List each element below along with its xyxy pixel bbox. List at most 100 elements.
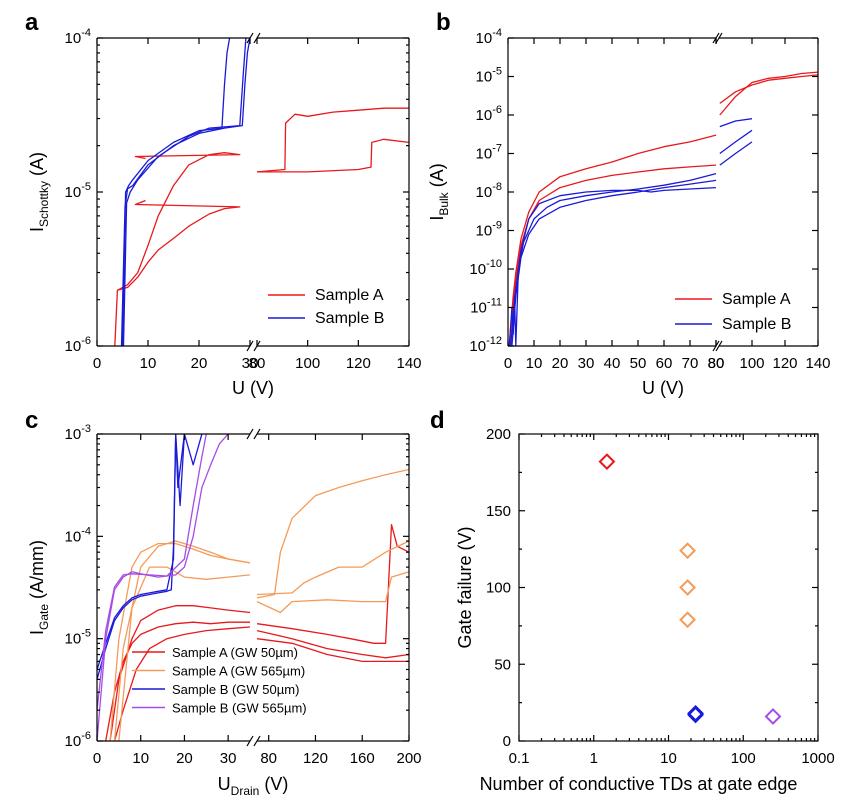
x-tick-label-a: 140 [396, 355, 421, 372]
break-mark-bottom-c-1 [253, 735, 261, 747]
y-tick-label-a: 10-6 [65, 335, 91, 355]
x-axis-label-a: U (V) [232, 378, 274, 398]
series-line-b-1-1 [719, 71, 818, 116]
x-tick-label-c: 160 [350, 750, 375, 767]
x-tick-label-c: 30 [220, 750, 237, 767]
scatter-point-d-3 [679, 611, 696, 629]
y-tick-label-b: 10-4 [476, 27, 502, 47]
y-tick-label-d: 50 [494, 656, 511, 673]
svg-text:10-6: 10-6 [476, 104, 502, 124]
series-line-b-0-0 [508, 134, 717, 346]
y-tick-label-d: 150 [486, 503, 511, 520]
x-tick-label-d: 0.1 [509, 750, 530, 767]
x-tick-label-a: 10 [140, 355, 157, 372]
series-line-c-9-0 [97, 434, 207, 711]
series-line-c-0-1 [256, 524, 409, 644]
series-line-b-4-1 [719, 141, 753, 166]
svg-text:10-3: 10-3 [65, 423, 91, 443]
plot-area-a [114, 38, 409, 346]
legend-entry-b: Sample B [722, 316, 791, 333]
svg-text:10-6: 10-6 [65, 730, 91, 750]
axes-a [96, 32, 410, 352]
y-tick-label-d: 100 [486, 580, 511, 597]
series-line-c-6-0 [97, 434, 203, 680]
axes-b [507, 32, 819, 352]
x-tick-label-a: 120 [346, 355, 371, 372]
y-tick-label-c: 10-6 [65, 730, 91, 750]
x-tick-label-c: 200 [396, 750, 421, 767]
panel-label-a: a [25, 9, 39, 36]
x-axis-label-c: UDrain (V) [218, 774, 289, 798]
svg-text:10-10: 10-10 [469, 258, 502, 278]
y-axis-label-b: IBulk (A) [427, 163, 451, 220]
x-tick-label-a: 20 [191, 355, 208, 372]
x-tick-label-b: 20 [552, 355, 569, 372]
series-line-b-0-1 [719, 74, 818, 104]
scatter-point-d-1 [679, 542, 696, 560]
y-tick-label-b: 10-7 [476, 143, 502, 163]
panel-label-b: b [436, 9, 451, 36]
series-line-c-4-0 [113, 540, 251, 741]
y-tick-label-c: 10-4 [65, 525, 91, 545]
legend-a: Sample A Sample B [268, 287, 384, 327]
legend-c: Sample A (GW 50µm) Sample A (GW 565µm) Sam… [132, 645, 307, 716]
y-axis-label-d: Gate failure (V) [455, 526, 475, 648]
svg-text:10-6: 10-6 [65, 335, 91, 355]
svg-text:10-7: 10-7 [476, 143, 502, 163]
y-tick-label-b: 10-6 [476, 104, 502, 124]
series-line-c-2-1 [256, 638, 409, 663]
series-line-c-4-1 [256, 540, 409, 596]
axes-d [518, 433, 819, 742]
scatter-point-d-4 [687, 704, 704, 722]
series-line-b-3-1 [719, 129, 753, 155]
break-mark-top-c-0 [246, 428, 254, 440]
x-tick-label-b: 60 [656, 355, 673, 372]
series-line-c-7-0 [97, 434, 186, 670]
x-tick-label-c: 0 [93, 750, 101, 767]
scatter-point-d-2 [679, 579, 696, 596]
legend-entry-c: Sample B (GW 50µm) [172, 682, 299, 697]
axes-c [96, 428, 410, 747]
x-axis-label-b: U (V) [642, 378, 684, 398]
legend-entry-a: Sample B [315, 310, 384, 327]
x-tick-label-d: 1000 [801, 750, 834, 767]
svg-text:10-8: 10-8 [476, 181, 502, 201]
break-mark-bottom-b-1 [715, 340, 723, 352]
series-line-c-2-0 [113, 626, 251, 741]
series-line-a-0-1 [256, 107, 409, 173]
x-tick-label-c: 80 [260, 750, 277, 767]
x-tick-label-d: 100 [731, 750, 756, 767]
scatter-point-d-5 [687, 706, 704, 724]
series-line-a-4-0 [122, 38, 247, 346]
y-tick-label-b: 10-5 [476, 66, 502, 86]
series-line-c-1-0 [109, 605, 251, 741]
y-tick-label-b: 10-11 [470, 297, 502, 317]
y-tick-label-d: 0 [503, 733, 511, 750]
legend-entry-c: Sample A (GW 565µm) [172, 664, 305, 679]
legend-entry-b: Sample A [722, 291, 791, 308]
x-tick-label-b: 80 [708, 355, 725, 372]
series-line-a-3-0 [121, 38, 231, 346]
x-tick-label-b: 50 [630, 355, 647, 372]
svg-text:10-5: 10-5 [476, 66, 502, 86]
series-line-c-1-1 [256, 629, 409, 659]
plot-frame-d [518, 433, 819, 742]
series-line-c-3-1 [256, 468, 409, 599]
x-axis-label-d: Number of conductive TDs at gate edge [480, 774, 798, 794]
svg-text:10-5: 10-5 [65, 181, 91, 201]
series-line-a-1-1 [257, 138, 409, 173]
series-line-c-5-1 [256, 571, 409, 614]
x-tick-label-c: 120 [303, 750, 328, 767]
svg-text:10-12: 10-12 [469, 335, 502, 355]
x-tick-label-b: 100 [739, 355, 764, 372]
x-tick-label-b: 40 [604, 355, 621, 372]
series-line-c-0-0 [105, 621, 250, 741]
legend-entry-a: Sample A [315, 287, 384, 304]
svg-text:10-11: 10-11 [470, 297, 502, 317]
y-tick-label-c: 10-3 [65, 423, 91, 443]
series-line-a-2-0 [120, 38, 251, 346]
x-tick-label-c: 20 [176, 750, 193, 767]
y-axis-label-c: IGate (A/mm) [27, 540, 51, 635]
y-tick-label-b: 10-12 [469, 335, 502, 355]
series-line-b-4-0 [511, 179, 717, 346]
